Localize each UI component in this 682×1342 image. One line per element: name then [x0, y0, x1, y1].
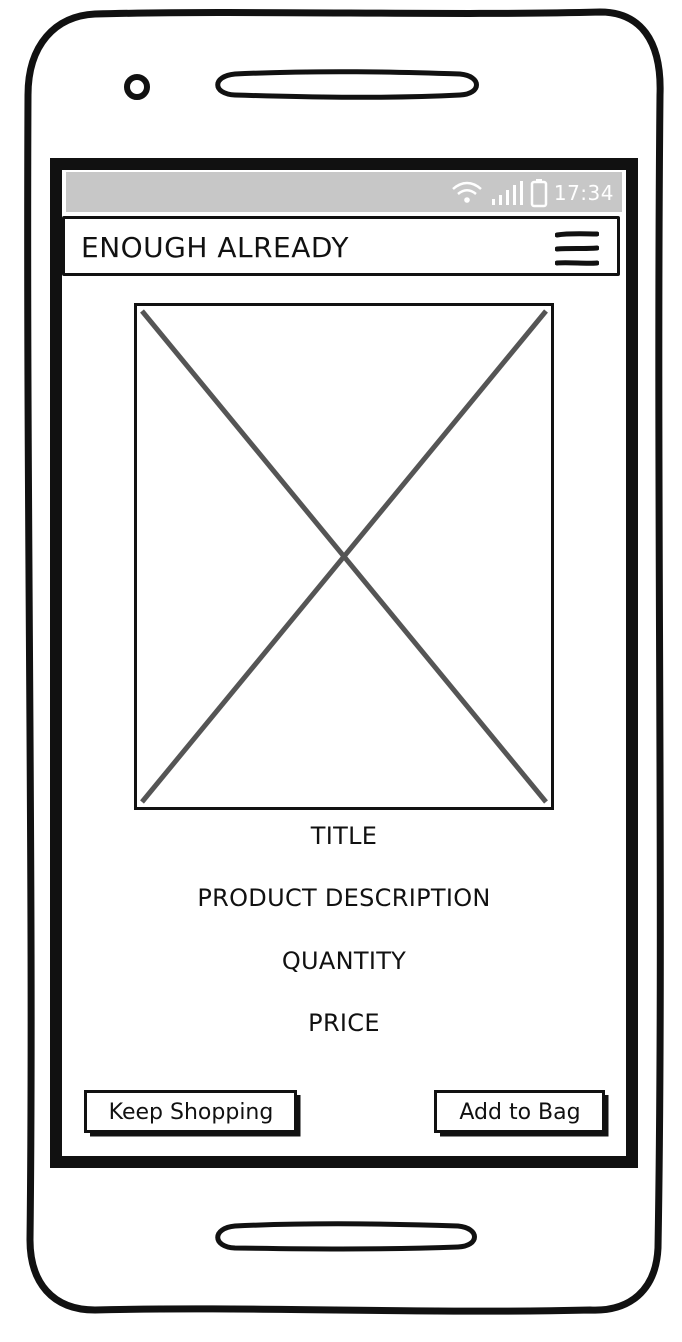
wifi-icon	[452, 181, 482, 203]
product-description: PRODUCT DESCRIPTION	[197, 884, 491, 912]
add-to-bag-button[interactable]: Add to Bag	[434, 1090, 610, 1138]
hamburger-menu-icon[interactable]	[555, 229, 599, 269]
status-indicators: 17:34	[450, 178, 614, 208]
keep-shopping-button[interactable]: Keep Shopping	[84, 1090, 302, 1138]
speaker-slot	[215, 69, 479, 100]
app-header: ENOUGH ALREADY	[62, 216, 620, 276]
product-quantity: QUANTITY	[281, 947, 407, 975]
add-to-bag-label: Add to Bag	[459, 1099, 581, 1125]
home-button[interactable]	[215, 1221, 477, 1252]
product-price: PRICE	[308, 1009, 380, 1037]
device-screen: 17:34 ENOUGH ALREADY TITLE PRODUCT DESCR…	[62, 172, 622, 1154]
signal-icon	[491, 181, 523, 205]
image-placeholder-icon	[134, 303, 554, 810]
app-title: ENOUGH ALREADY	[81, 231, 350, 264]
camera-icon	[124, 74, 150, 100]
status-time: 17:34	[553, 181, 614, 205]
battery-icon	[530, 179, 548, 208]
product-title: TITLE	[310, 822, 378, 850]
status-bar: 17:34	[66, 172, 622, 212]
keep-shopping-label: Keep Shopping	[108, 1099, 274, 1125]
